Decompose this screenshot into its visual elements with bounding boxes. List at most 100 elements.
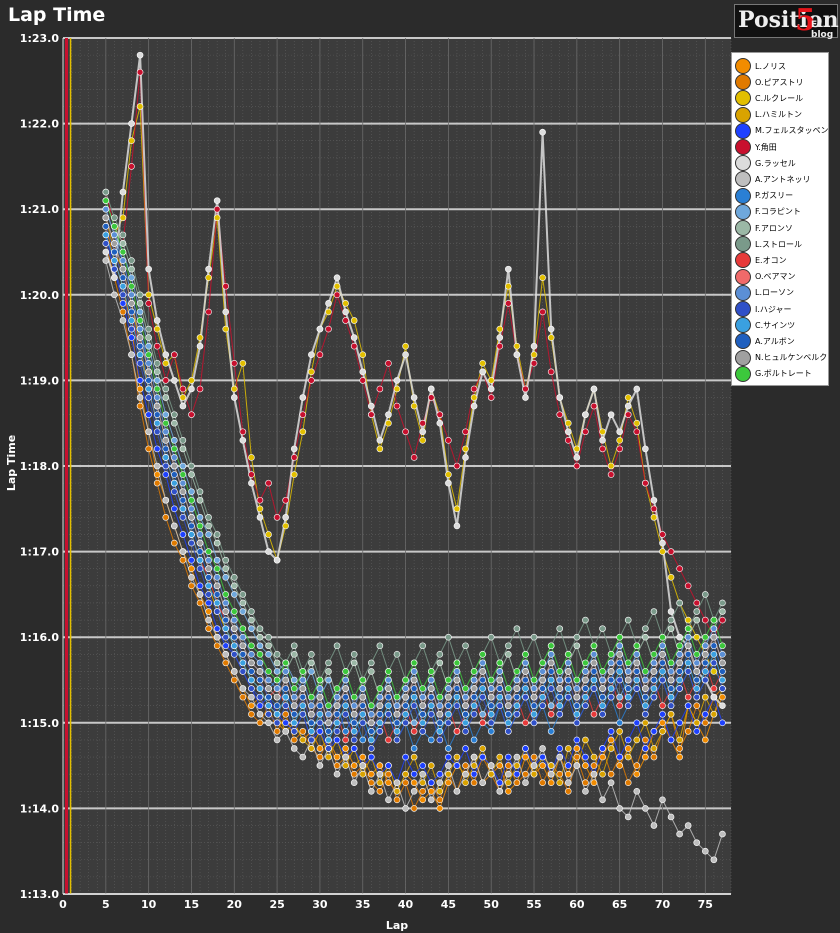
data-point-19-65 — [659, 633, 666, 641]
legend-item: F.コラピント — [735, 203, 801, 221]
data-point-5-17 — [248, 471, 255, 478]
data-point-2-42 — [462, 445, 469, 453]
data-point-16-64 — [650, 685, 658, 692]
data-point-14-46 — [496, 668, 504, 675]
data-point-16-24 — [308, 728, 315, 735]
data-point-3-38 — [427, 762, 435, 769]
data-point-14-61 — [624, 668, 632, 675]
data-point-6-66 — [667, 608, 675, 615]
data-point-0-54 — [564, 770, 572, 778]
data-point-2-34 — [393, 385, 401, 393]
data-point-6-40 — [445, 479, 452, 487]
data-point-5-67 — [676, 565, 683, 573]
data-point-5-57 — [590, 402, 598, 410]
data-point-18-20 — [273, 693, 281, 701]
data-point-5-30 — [359, 377, 367, 384]
data-point-4-64 — [650, 728, 658, 735]
data-point-15-27 — [333, 728, 341, 735]
data-point-17-71 — [710, 642, 718, 650]
data-point-7-19 — [265, 719, 272, 727]
data-point-10-7 — [162, 394, 170, 401]
data-point-7-12 — [205, 616, 212, 624]
data-point-19-48 — [513, 668, 521, 675]
data-point-16-63 — [642, 702, 649, 709]
data-point-7-48 — [513, 753, 521, 761]
data-point-1-5 — [145, 445, 152, 453]
data-point-2-71 — [710, 668, 718, 675]
data-point-15-45 — [487, 719, 495, 727]
data-point-16-61 — [624, 693, 632, 701]
data-point-6-48 — [513, 351, 521, 359]
data-point-10-6 — [153, 368, 161, 376]
data-point-19-38 — [427, 668, 435, 675]
data-point-14-65 — [659, 642, 666, 650]
data-point-18-2 — [119, 265, 127, 273]
data-point-19-60 — [616, 633, 623, 641]
data-point-1-25 — [316, 753, 324, 761]
data-point-19-21 — [282, 659, 289, 667]
data-point-1-63 — [642, 736, 649, 744]
data-point-12-60 — [616, 702, 623, 709]
data-point-17-37 — [419, 710, 426, 718]
data-point-15-30 — [359, 719, 367, 727]
data-point-11-42 — [462, 642, 469, 650]
data-point-18-47 — [505, 702, 512, 709]
data-point-5-16 — [239, 428, 247, 436]
data-point-2-28 — [342, 300, 349, 307]
data-point-0-29 — [350, 762, 358, 769]
data-point-16-32 — [376, 719, 384, 727]
data-point-4-69 — [693, 728, 701, 735]
data-point-19-64 — [650, 651, 658, 658]
data-point-17-18 — [256, 676, 264, 684]
data-point-14-68 — [684, 633, 692, 641]
data-point-1-57 — [590, 762, 598, 769]
blog-logo[interactable]: Position 5 F1 blog — [734, 3, 839, 40]
data-point-16-11 — [196, 556, 204, 564]
data-point-16-2 — [119, 282, 127, 290]
data-point-11-24 — [308, 651, 315, 658]
data-point-18-40 — [445, 693, 452, 701]
data-point-7-67 — [676, 830, 683, 838]
data-point-16-34 — [393, 728, 401, 735]
data-point-3-40 — [445, 770, 452, 778]
data-point-11-45 — [487, 633, 495, 641]
data-point-15-1 — [111, 265, 118, 273]
data-point-4-40 — [445, 753, 452, 761]
data-point-9-52 — [547, 702, 555, 709]
data-point-17-12 — [205, 573, 212, 581]
data-point-16-20 — [273, 710, 281, 718]
data-point-0-27 — [333, 753, 341, 761]
data-point-18-28 — [342, 685, 349, 692]
data-point-0-12 — [205, 608, 212, 615]
data-point-11-13 — [213, 531, 221, 538]
data-point-8-60 — [616, 719, 623, 727]
x-tick-label: 55 — [526, 898, 541, 911]
data-point-1-33 — [385, 770, 392, 778]
data-point-11-48 — [513, 625, 521, 632]
legend-swatch-icon — [735, 90, 751, 107]
data-point-4-5 — [145, 411, 152, 418]
data-point-6-10 — [188, 385, 195, 393]
data-point-19-10 — [188, 496, 195, 504]
data-point-17-11 — [196, 548, 204, 555]
data-point-10-72 — [719, 608, 726, 615]
data-point-7-52 — [547, 770, 555, 778]
data-point-5-27 — [333, 291, 341, 299]
data-point-6-11 — [196, 342, 204, 350]
data-point-17-59 — [607, 676, 615, 684]
data-point-18-16 — [239, 642, 247, 650]
data-point-7-27 — [333, 770, 341, 778]
data-point-14-26 — [325, 710, 332, 718]
x-tick-label: 35 — [355, 898, 370, 911]
data-point-4-61 — [624, 736, 632, 744]
data-point-1-10 — [188, 582, 195, 590]
data-point-15-11 — [196, 565, 204, 573]
data-point-17-43 — [470, 693, 478, 701]
y-tick-label: 1:19.0 — [20, 374, 60, 387]
data-point-16-13 — [213, 599, 221, 607]
data-point-18-23 — [299, 685, 307, 692]
data-point-17-4 — [136, 342, 144, 350]
data-point-10-12 — [205, 522, 212, 530]
data-point-4-27 — [333, 736, 341, 744]
data-point-0-72 — [719, 693, 726, 701]
